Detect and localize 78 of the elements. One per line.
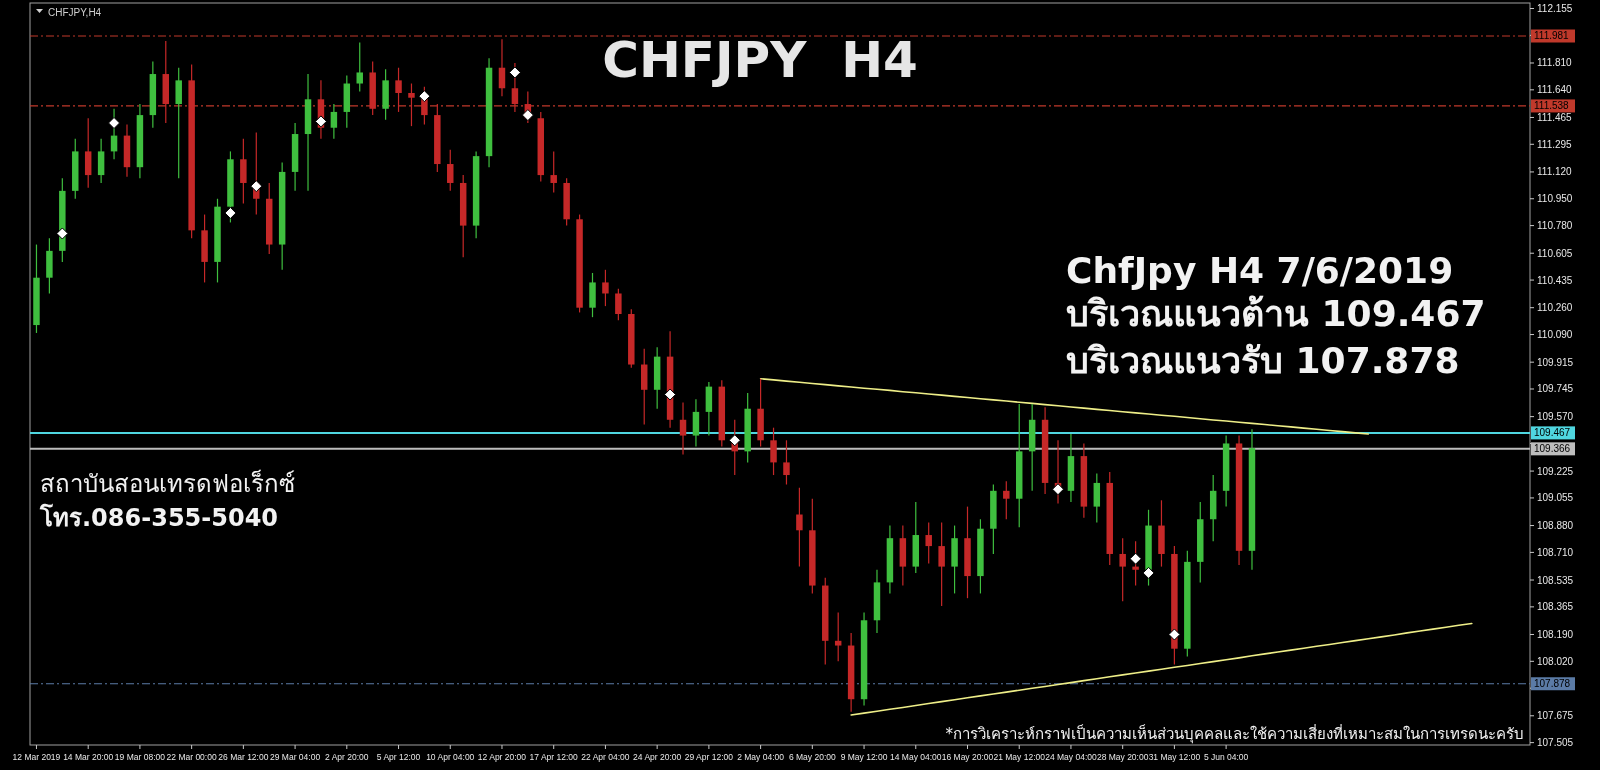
x-tick-label: 9 May 12:00 (840, 752, 888, 762)
point (1142, 566, 1155, 579)
x-tick-label: 24 Apr 20:00 (633, 752, 682, 762)
point (508, 66, 521, 79)
y-tick-label: 108.880 (1537, 520, 1574, 532)
y-tick-label: 109.570 (1537, 411, 1574, 423)
y-tick-label: 109.915 (1537, 356, 1574, 368)
ref-line-label: 107.878 (1534, 678, 1571, 690)
y-tick-label: 109.225 (1537, 465, 1574, 477)
y-tick-label: 111.640 (1537, 84, 1573, 96)
annotation: บริเวณแนวรับ 107.878 (1066, 340, 1460, 381)
y-tick-label: 108.020 (1537, 655, 1574, 667)
x-tick-label: 24 May 04:00 (1045, 752, 1097, 762)
annotation: บริเวณแนวต้าน 109.467 (1066, 293, 1486, 334)
x-tick-label: 17 Apr 12:00 (529, 752, 579, 762)
x-tick-label: 31 May 12:00 (1148, 752, 1201, 762)
y-tick-label: 111.120 (1537, 166, 1573, 178)
y-tick-label: 109.745 (1537, 383, 1574, 395)
y-tick-label: 110.260 (1537, 302, 1573, 314)
x-tick-label: 12 Apr 20:00 (477, 752, 527, 762)
y-tick-label: 108.190 (1537, 628, 1574, 640)
y-tick-label: 110.950 (1537, 193, 1573, 205)
ref-line-label: 111.981 (1534, 30, 1570, 42)
x-tick-label: 2 May 04:00 (737, 752, 785, 762)
line-series (759, 377, 1370, 435)
x-tick-label: 12 Mar 2019 (12, 752, 61, 762)
annotation: ChfJpy H4 7/6/2019 (1066, 250, 1454, 291)
x-tick-label: 2 Apr 20:00 (325, 752, 369, 762)
annotation: *การวิเคราะห์กราฟเป็นความเห็นส่วนบุคคลและใช้ความเสี่ยงที่เหมาะสมในการเทรดนะครับ (945, 723, 1524, 744)
x-tick-label: 16 May 20:00 (941, 752, 994, 762)
point (418, 90, 431, 103)
x-tick-label: 22 Apr 04:00 (581, 752, 630, 762)
y-tick-label: 110.605 (1537, 247, 1573, 259)
ref-line-label: 111.538 (1534, 100, 1570, 112)
point (664, 388, 677, 401)
point (250, 180, 263, 193)
y-tick-label: 110.435 (1537, 274, 1573, 286)
ref-line-label: 109.366 (1534, 443, 1571, 455)
x-tick-label: 19 Mar 08:00 (114, 752, 166, 762)
y-tick-label: 111.465 (1537, 111, 1573, 123)
point (1168, 628, 1181, 641)
x-tick-label: 14 Mar 20:00 (63, 752, 114, 762)
x-tick-label: 22 Mar 00:00 (166, 752, 217, 762)
point (728, 434, 741, 447)
x-tick-label: 5 Jun 04:00 (1203, 752, 1249, 762)
point (1129, 552, 1142, 565)
annotation: โทร.086-355-5040 (39, 503, 279, 532)
y-tick-label: 108.710 (1537, 546, 1574, 558)
x-tick-label: 14 May 04:00 (890, 752, 942, 762)
x-tick-label: 29 Apr 12:00 (684, 752, 734, 762)
y-tick-label: 107.675 (1537, 710, 1574, 722)
y-tick-label: 112.155 (1537, 3, 1573, 15)
x-tick-label: 5 Apr 12:00 (376, 752, 421, 762)
ref-line-label: 109.467 (1534, 427, 1571, 439)
y-tick-label: 108.365 (1537, 601, 1574, 613)
point (314, 115, 327, 128)
line-series (850, 622, 1473, 716)
y-tick-label: 110.090 (1537, 329, 1573, 341)
x-tick-label: 21 May 12:00 (993, 752, 1046, 762)
text: CHFJPY H4 (602, 31, 918, 89)
x-tick-label: 29 Mar 04:00 (270, 752, 321, 762)
point (224, 206, 237, 219)
x-tick-label: 10 Apr 04:00 (426, 752, 475, 762)
annotation: CHFJPY,H4 (48, 7, 102, 18)
x-tick-label: 6 May 20:00 (788, 752, 836, 762)
x-tick-label: 28 May 20:00 (1096, 752, 1149, 762)
point (521, 109, 534, 122)
point (1052, 483, 1065, 496)
y-tick-label: 111.295 (1537, 138, 1573, 150)
point (56, 227, 69, 240)
y-tick-label: 109.055 (1537, 492, 1574, 504)
y-tick-label: 110.780 (1537, 220, 1573, 232)
annotation: สถาบันสอนเทรดฟอเร็กซ์ (40, 469, 295, 498)
point (108, 116, 121, 129)
x-tick-label: 26 Mar 12:00 (218, 752, 269, 762)
y-tick-label: 107.505 (1537, 737, 1574, 749)
y-tick-label: 111.810 (1537, 57, 1573, 69)
y-tick-label: 108.535 (1537, 574, 1574, 586)
